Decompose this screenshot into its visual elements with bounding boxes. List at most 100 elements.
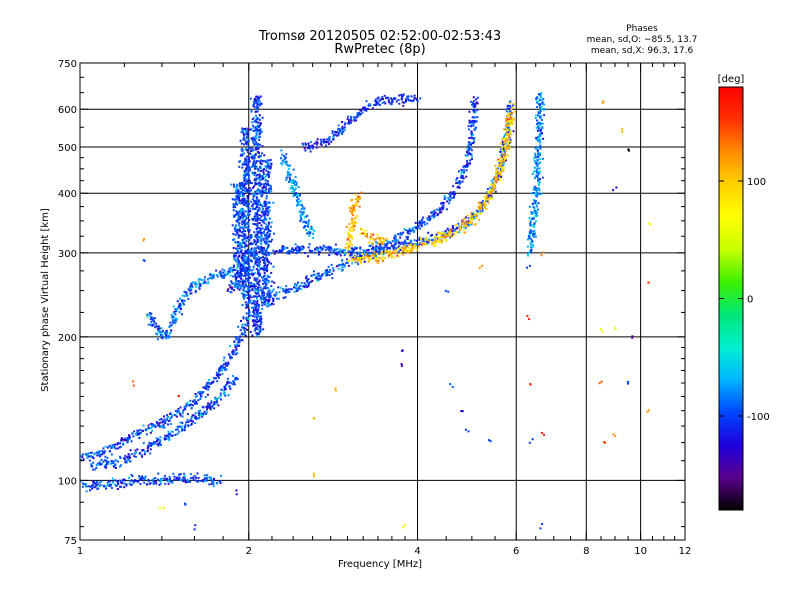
data-point <box>219 394 222 397</box>
data-point <box>243 234 246 237</box>
data-point <box>541 122 544 125</box>
data-point <box>330 248 332 251</box>
data-point <box>418 236 421 239</box>
data-point <box>376 236 379 239</box>
data-point <box>151 442 154 445</box>
data-point <box>429 234 432 237</box>
data-point <box>471 119 474 122</box>
data-point <box>492 178 495 181</box>
data-point <box>501 167 504 170</box>
data-point <box>533 226 536 229</box>
data-point <box>334 133 337 136</box>
data-point <box>180 304 183 307</box>
data-point <box>444 233 447 236</box>
data-point <box>292 194 295 196</box>
data-point <box>252 165 254 168</box>
data-point <box>506 107 509 110</box>
data-point <box>253 139 256 142</box>
data-point <box>259 122 262 125</box>
data-point <box>239 199 241 202</box>
data-point <box>251 124 254 127</box>
data-point <box>434 244 437 247</box>
data-point <box>80 454 83 457</box>
data-point <box>488 439 491 442</box>
data-point <box>167 416 169 418</box>
data-point <box>154 326 157 329</box>
data-point <box>465 169 468 172</box>
data-point <box>246 135 249 138</box>
data-point <box>241 166 244 169</box>
data-point <box>420 238 423 241</box>
data-point <box>284 291 287 294</box>
data-point <box>503 128 505 131</box>
data-point <box>253 289 256 292</box>
data-point <box>182 302 185 305</box>
data-point <box>284 289 287 292</box>
data-point <box>262 301 265 304</box>
data-point <box>463 168 465 171</box>
data-point <box>243 219 246 222</box>
data-point <box>186 413 189 416</box>
data-point <box>374 98 377 101</box>
data-point <box>253 120 256 123</box>
data-point <box>196 472 199 475</box>
data-point <box>251 243 254 246</box>
data-point <box>283 155 286 158</box>
data-point <box>254 306 257 309</box>
data-point <box>256 302 259 305</box>
data-point <box>406 236 409 239</box>
data-point <box>299 216 302 218</box>
data-point <box>260 234 263 237</box>
data-point <box>90 465 93 468</box>
data-point <box>307 224 309 227</box>
data-point <box>307 255 309 258</box>
data-point <box>235 280 238 283</box>
data-point <box>257 125 260 128</box>
data-point <box>467 221 469 224</box>
data-point <box>267 187 270 190</box>
data-point <box>341 125 344 128</box>
data-point <box>258 280 261 283</box>
data-point <box>535 174 538 177</box>
data-point <box>245 273 248 276</box>
data-point <box>387 97 390 100</box>
data-point <box>288 252 291 255</box>
data-point <box>128 457 131 459</box>
data-point <box>167 430 170 433</box>
data-point <box>254 271 257 274</box>
data-point <box>482 202 485 205</box>
data-point <box>95 451 98 454</box>
data-point <box>531 243 534 246</box>
data-point <box>307 283 310 286</box>
data-point <box>242 289 245 292</box>
data-point <box>247 164 249 167</box>
data-point <box>221 369 224 372</box>
data-point <box>463 231 466 234</box>
data-point <box>186 418 189 421</box>
data-point <box>494 190 497 193</box>
data-point <box>489 196 492 199</box>
data-point <box>256 304 259 307</box>
data-point <box>331 277 334 280</box>
data-point <box>252 283 255 285</box>
data-point <box>163 418 166 421</box>
data-point <box>265 267 268 270</box>
data-point <box>80 459 83 462</box>
data-point <box>259 179 262 181</box>
data-point <box>479 213 482 215</box>
data-point <box>258 133 261 136</box>
data-point <box>376 103 379 106</box>
data-point <box>187 288 190 291</box>
data-point <box>156 333 159 336</box>
data-point <box>115 484 118 487</box>
data-point <box>203 474 206 477</box>
data-point <box>470 130 473 133</box>
data-point <box>157 325 160 328</box>
data-point <box>235 198 238 200</box>
data-point <box>247 171 250 174</box>
data-point <box>508 124 511 127</box>
data-point <box>208 277 211 280</box>
data-point <box>243 242 246 244</box>
data-point <box>165 332 168 334</box>
data-point <box>535 220 538 223</box>
